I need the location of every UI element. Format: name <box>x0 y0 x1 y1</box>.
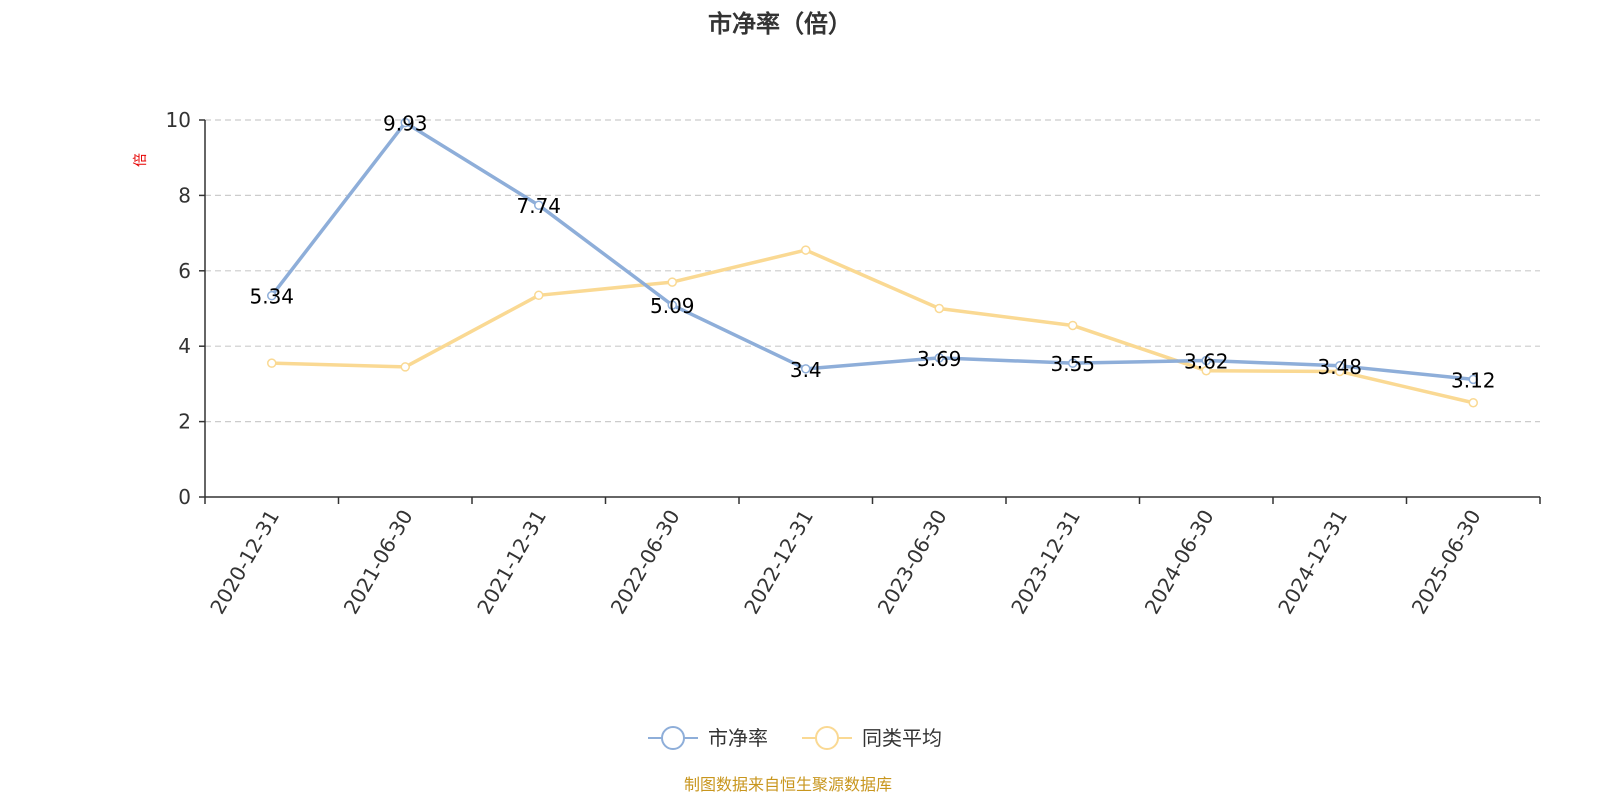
y-tick-label: 4 <box>178 334 191 358</box>
data-point <box>534 200 544 210</box>
x-tick-label: 2024-12-31 <box>1273 506 1352 619</box>
data-point <box>1468 398 1478 408</box>
data-label: 3.69 <box>917 347 962 371</box>
series-line <box>271 248 1474 405</box>
data-label: 5.34 <box>249 285 294 309</box>
legend-marker <box>661 726 685 750</box>
data-point <box>1335 361 1345 371</box>
grid-lines <box>205 119 1540 423</box>
data-label: 7.74 <box>516 194 561 218</box>
legend-item[interactable]: 同类平均 <box>802 726 942 750</box>
data-label: 3.4 <box>790 358 822 382</box>
data-labels: 5.34 9.93 7.74 5.09 3.4 3.69 3.55 3.62 3.48 3.12 <box>249 112 1495 393</box>
data-point <box>934 353 944 363</box>
data-point <box>667 277 677 287</box>
legend-marker <box>815 726 839 750</box>
data-label: 5.09 <box>650 294 695 318</box>
y-tick-label: 6 <box>178 259 191 283</box>
data-point <box>1068 358 1078 368</box>
data-label: 3.12 <box>1451 368 1496 392</box>
data-point <box>1068 320 1078 331</box>
source-note: 制图数据来自恒生聚源数据库 <box>684 775 892 794</box>
x-tick-label: 2022-06-30 <box>606 506 685 619</box>
data-label: 3.62 <box>1184 350 1229 374</box>
data-point <box>934 303 944 314</box>
legend-item[interactable]: 市净率 <box>648 726 768 750</box>
x-tick-label: 2021-06-30 <box>339 506 418 619</box>
x-tick-label: 2024-06-30 <box>1140 506 1219 619</box>
data-point <box>801 364 811 374</box>
legend-label: 市净率 <box>708 726 768 750</box>
chart-title: 市净率（倍） <box>708 10 852 38</box>
data-label: 3.55 <box>1050 352 1095 376</box>
data-point <box>534 290 544 301</box>
y-tick-label: 0 <box>178 485 191 509</box>
data-label: 3.48 <box>1317 355 1362 379</box>
x-tick-label: 2025-06-30 <box>1407 506 1486 619</box>
x-ticks: 2020-12-31 2021-06-30 2021-12-31 2022-06-30… <box>205 506 1485 619</box>
legend-label: 同类平均 <box>862 726 942 750</box>
data-point <box>801 245 811 255</box>
legend[interactable]: 市净率 同类平均 <box>648 726 942 750</box>
x-tick-label: 2023-12-31 <box>1006 506 1085 619</box>
y-tick-label: 10 <box>166 108 191 132</box>
y-ticks: 0 2 4 6 8 10 <box>166 108 191 509</box>
axes <box>199 119 1541 504</box>
x-tick-label: 2020-12-31 <box>205 506 284 619</box>
data-point <box>667 300 677 310</box>
x-tick-label: 2022-12-31 <box>739 506 818 619</box>
y-tick-label: 2 <box>178 410 191 434</box>
y-tick-label: 8 <box>178 183 191 207</box>
x-tick-label: 2021-12-31 <box>472 506 551 619</box>
y-axis-label: 倍 <box>133 153 149 167</box>
x-tick-label: 2023-06-30 <box>873 506 952 619</box>
data-point <box>267 290 277 301</box>
series-line <box>270 120 1474 382</box>
series-points <box>267 117 1478 408</box>
data-point <box>400 117 410 128</box>
data-point <box>267 358 277 368</box>
data-point <box>1468 374 1478 385</box>
data-point <box>1201 365 1211 376</box>
series-lines <box>270 120 1474 405</box>
data-point <box>1201 355 1211 366</box>
data-point <box>400 362 410 372</box>
data-label: 9.93 <box>383 112 428 136</box>
